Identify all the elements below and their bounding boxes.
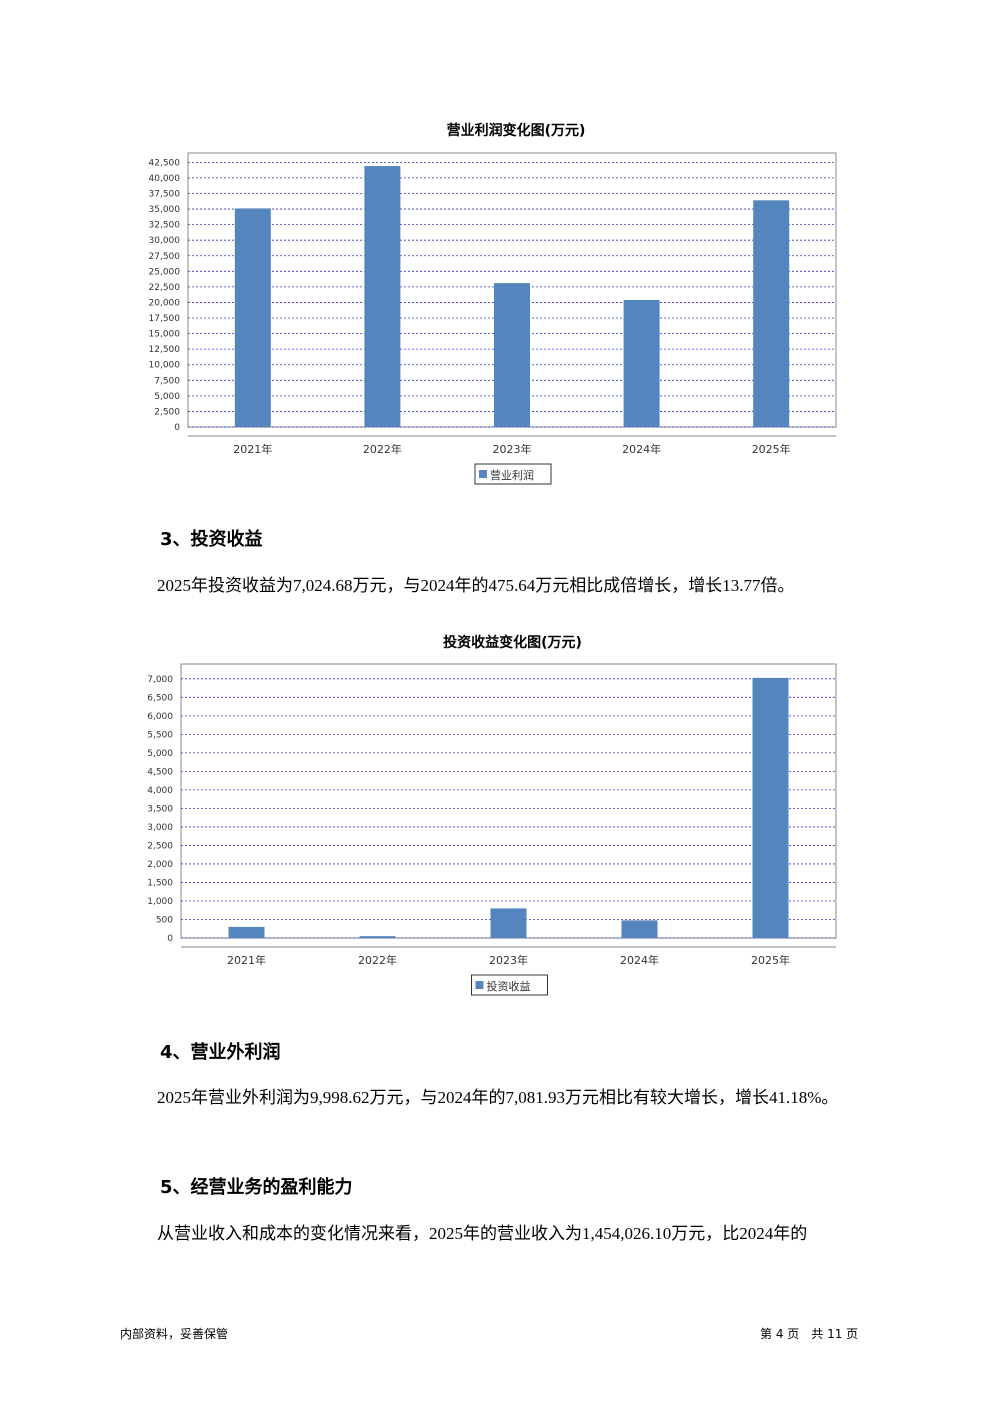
legend-label: 投资收益 <box>487 979 531 993</box>
chart: 投资收益变化图(万元) 0 500 1,000 1,500 2,000 2,500 3,000… <box>147 634 837 996</box>
section-heading: 3、投资收益 <box>160 529 263 550</box>
bar <box>753 200 790 427</box>
y-tick-label: 32,500 <box>149 221 181 231</box>
y-tick-label: 42,500 <box>149 158 181 168</box>
chart-title: 投资收益变化图(万元) <box>443 634 582 651</box>
y-tick-label: 6,500 <box>147 693 173 703</box>
x-tick-label: 2022年 <box>363 442 402 456</box>
y-tick-label: 15,000 <box>149 330 181 340</box>
section-heading: 4、营业外利润 <box>160 1042 281 1063</box>
y-tick-label: 2,500 <box>147 841 173 851</box>
paragraph: 2025年营业外利润为9,998.62万元，与2024年的7,081.93万元相… <box>157 1088 839 1107</box>
footer-left: 内部资料，妥善保管 <box>120 1327 229 1341</box>
y-tick-label: 7,500 <box>154 376 180 386</box>
x-tick-label: 2021年 <box>227 953 266 967</box>
y-tick-label: 10,000 <box>149 361 181 371</box>
y-tick-label: 0 <box>167 934 173 944</box>
y-tick-label: 4,500 <box>147 767 173 777</box>
y-tick-label: 3,000 <box>147 823 173 833</box>
legend-label: 营业利润 <box>490 468 534 482</box>
section-heading: 5、经营业务的盈利能力 <box>160 1177 353 1198</box>
x-tick-label: 2023年 <box>493 442 532 456</box>
chart-title: 营业利润变化图(万元) <box>447 122 586 139</box>
y-tick-label: 20,000 <box>149 298 181 308</box>
plot-area <box>180 663 837 939</box>
y-tick-label: 30,000 <box>149 236 181 246</box>
footer-right: 第 4 页 共 11 页 <box>760 1327 859 1341</box>
x-tick-label: 2021年 <box>233 442 272 456</box>
bar <box>494 283 530 427</box>
bar <box>621 920 658 938</box>
bar <box>364 166 401 427</box>
paragraph: 2025年投资收益为7,024.68万元，与2024年的475.64万元相比成倍… <box>157 576 795 595</box>
y-tick-label: 40,000 <box>149 174 181 184</box>
legend-swatch <box>475 981 484 989</box>
y-tick-label: 27,500 <box>149 252 181 262</box>
y-tick-label: 3,500 <box>147 804 173 814</box>
y-tick-label: 5,500 <box>147 730 173 740</box>
y-tick-label: 22,500 <box>149 283 181 293</box>
y-tick-label: 7,000 <box>147 675 173 685</box>
chart: 营业利润变化图(万元) 0 2,500 5,000 7,500 10,000 12,500 1… <box>149 122 837 485</box>
y-tick-label: 35,000 <box>149 205 181 215</box>
bar <box>359 936 396 938</box>
x-tick-label: 2022年 <box>358 953 397 967</box>
y-tick-label: 0 <box>174 423 180 433</box>
y-tick-label: 25,000 <box>149 267 181 277</box>
y-tick-label: 37,500 <box>149 189 181 199</box>
y-tick-label: 12,500 <box>149 345 181 355</box>
bar <box>490 908 527 938</box>
y-tick-label: 1,000 <box>147 897 173 907</box>
y-tick-label: 6,000 <box>147 712 173 722</box>
y-tick-label: 4,000 <box>147 786 173 796</box>
y-tick-label: 2,500 <box>154 407 180 417</box>
bar <box>752 677 789 938</box>
x-tick-label: 2024年 <box>620 953 659 967</box>
legend-box <box>474 463 552 485</box>
bar <box>623 299 660 427</box>
x-tick-label: 2024年 <box>622 442 661 456</box>
y-tick-label: 5,000 <box>154 392 180 402</box>
x-tick-label: 2023年 <box>489 953 528 967</box>
y-tick-label: 5,000 <box>147 749 173 759</box>
y-tick-label: 1,500 <box>147 878 173 888</box>
y-tick-label: 2,000 <box>147 860 173 870</box>
x-tick-label: 2025年 <box>752 442 791 456</box>
legend-swatch <box>479 470 487 478</box>
bar <box>234 208 271 427</box>
paragraph: 从营业收入和成本的变化情况来看，2025年的营业收入为1,454,026.10万… <box>157 1224 808 1243</box>
legend-box <box>471 974 548 996</box>
y-tick-label: 17,500 <box>149 314 181 324</box>
x-tick-label: 2025年 <box>751 953 790 967</box>
bar <box>228 926 265 938</box>
y-tick-label: 500 <box>156 915 173 925</box>
